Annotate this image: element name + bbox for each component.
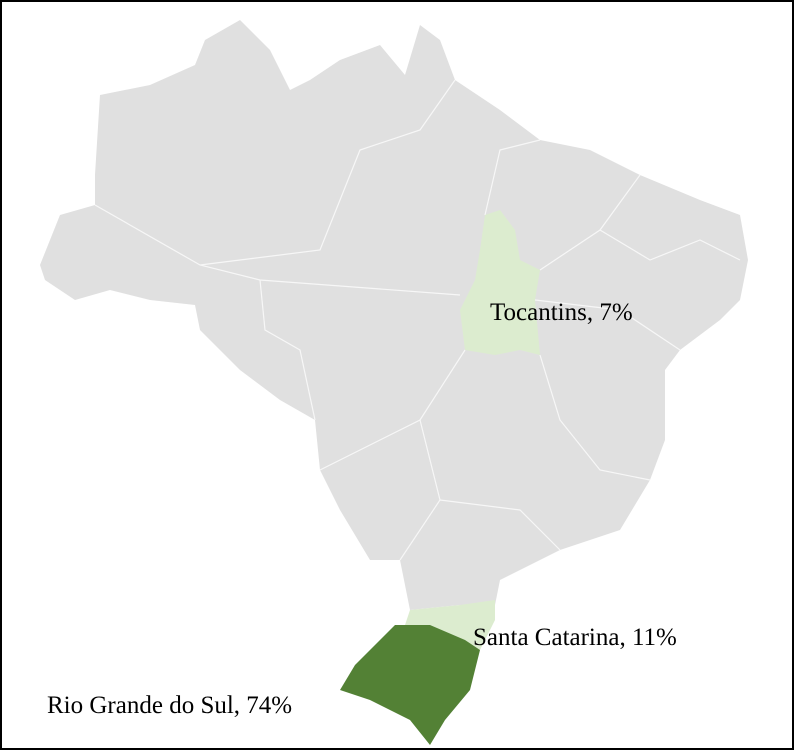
- region-shape: [405, 600, 495, 650]
- country-shape: [40, 20, 748, 610]
- region-label: Santa Catarina, 11%: [473, 624, 677, 651]
- region-label: Rio Grande do Sul, 74%: [47, 692, 292, 719]
- state-borders: [94, 79, 741, 561]
- region-label: Tocantins, 7%: [490, 299, 633, 326]
- region-shape: [460, 210, 540, 355]
- region-shape: [340, 625, 480, 745]
